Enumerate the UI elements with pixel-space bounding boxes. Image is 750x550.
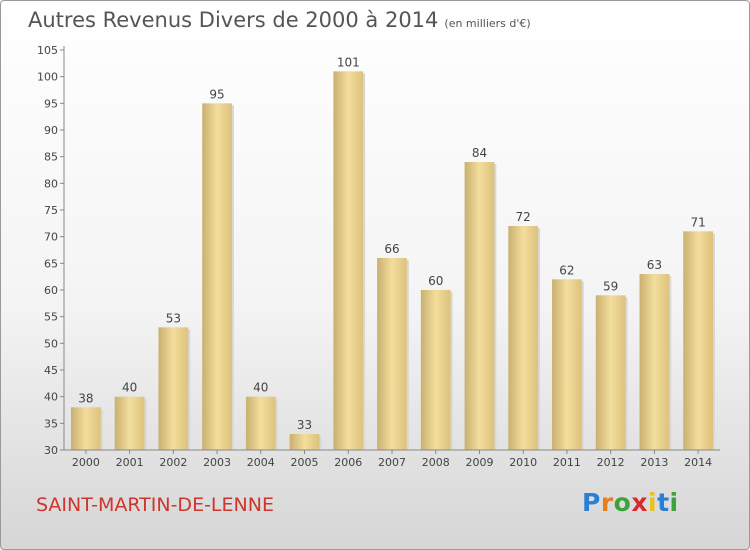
x-tick-label: 2010: [509, 456, 537, 469]
bar: [683, 231, 714, 450]
bar: [552, 279, 582, 450]
bar: [333, 71, 364, 450]
y-tick-label: 65: [44, 257, 58, 270]
y-tick-label: 90: [44, 124, 58, 137]
bar: [639, 274, 670, 450]
bar-value-label: 59: [603, 279, 618, 293]
bar: [464, 162, 495, 450]
y-tick-label: 105: [37, 44, 58, 57]
x-tick-label: 2011: [553, 456, 581, 469]
logo-letter: i: [648, 488, 658, 517]
place-name: SAINT-MARTIN-DE-LENNE: [36, 494, 274, 516]
proxiti-logo: Proxiti: [582, 488, 679, 517]
x-tick-label: 2013: [640, 456, 668, 469]
logo-letter: o: [613, 488, 632, 517]
y-tick-label: 40: [44, 391, 58, 404]
bar-value-label: 71: [690, 215, 705, 229]
x-tick-label: 2008: [422, 456, 450, 469]
y-tick-label: 85: [44, 151, 58, 164]
bar: [508, 226, 539, 450]
logo-letter: i: [669, 488, 679, 517]
bar-value-label: 72: [516, 210, 531, 224]
chart-title: Autres Revenus Divers de 2000 à 2014 (en …: [28, 8, 531, 32]
y-tick-label: 45: [44, 364, 58, 377]
bar: [289, 434, 320, 450]
y-tick-label: 35: [44, 417, 58, 430]
x-tick-label: 2005: [291, 456, 319, 469]
x-tick-label: 2002: [159, 456, 187, 469]
chart-subtitle: (en milliers d'€): [444, 17, 531, 30]
bar-value-label: 33: [297, 418, 312, 432]
x-tick-label: 2007: [378, 456, 406, 469]
bar-value-label: 63: [647, 258, 662, 272]
chart-title-text: Autres Revenus Divers de 2000 à 2014: [28, 8, 439, 32]
y-tick-label: 70: [44, 231, 58, 244]
y-tick-label: 80: [44, 177, 58, 190]
bar: [202, 103, 232, 450]
y-tick-label: 95: [44, 97, 58, 110]
x-tick-label: 2009: [465, 456, 493, 469]
logo-letter: x: [631, 488, 648, 517]
y-tick-label: 55: [44, 311, 58, 324]
bar: [114, 396, 145, 450]
y-tick-label: 50: [44, 337, 58, 350]
bar-value-label: 53: [166, 311, 181, 325]
bar-value-label: 60: [428, 274, 443, 288]
bar-value-label: 40: [122, 381, 137, 395]
y-tick-label: 75: [44, 204, 58, 217]
x-tick-label: 2000: [72, 456, 100, 469]
bar-value-label: 66: [384, 242, 399, 256]
bar-value-label: 38: [78, 391, 93, 405]
logo-letter: r: [600, 488, 614, 517]
bar-value-label: 84: [472, 146, 487, 160]
y-tick-label: 100: [37, 71, 58, 84]
bar: [377, 258, 407, 450]
bar: [70, 407, 101, 450]
bar-value-label: 40: [253, 381, 268, 395]
logo-letter: P: [582, 488, 601, 517]
x-tick-label: 2014: [684, 456, 712, 469]
y-tick-label: 30: [44, 444, 58, 457]
logo-letter: t: [657, 488, 670, 517]
x-tick-label: 2012: [597, 456, 625, 469]
x-tick-label: 2004: [247, 456, 275, 469]
bar: [245, 396, 276, 450]
bar: [158, 327, 189, 450]
bar: [595, 295, 626, 450]
x-tick-label: 2003: [203, 456, 231, 469]
x-tick-label: 2001: [116, 456, 144, 469]
bar-value-label: 101: [337, 55, 360, 69]
bar: [420, 290, 451, 450]
bar-value-label: 95: [209, 87, 224, 101]
y-tick-label: 60: [44, 284, 58, 297]
x-tick-label: 2006: [334, 456, 362, 469]
bar-value-label: 62: [559, 263, 574, 277]
